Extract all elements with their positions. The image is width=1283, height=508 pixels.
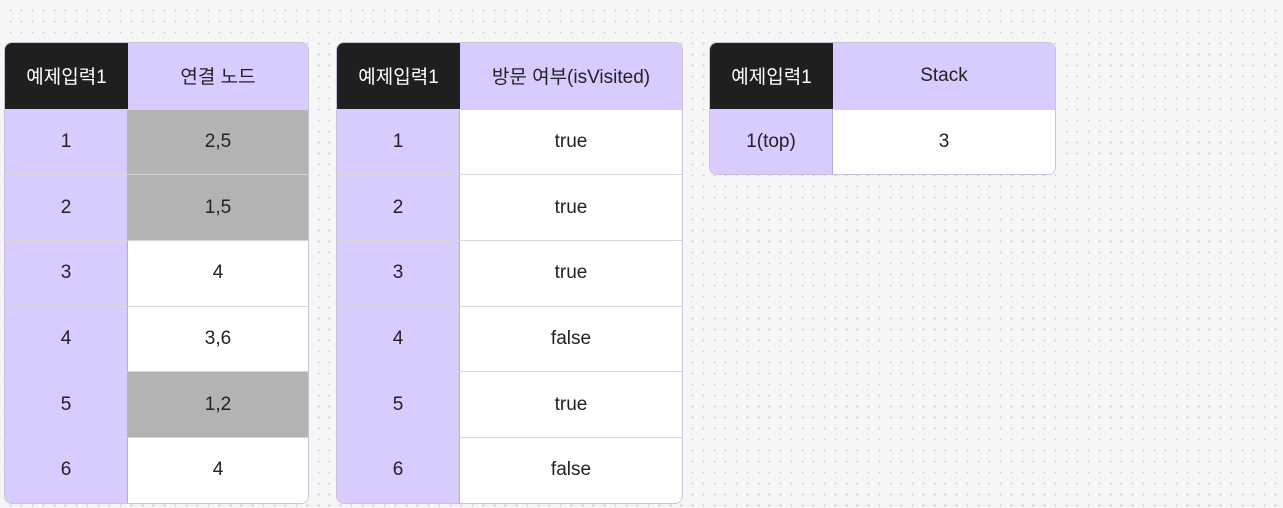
adjacency-node-cell: 4 bbox=[5, 306, 128, 372]
stack-header-value: Stack bbox=[833, 43, 1055, 109]
visited-status-cell: true bbox=[460, 109, 682, 175]
adjacency-row: 6 4 bbox=[5, 437, 308, 503]
stack-position-cell: 1(top) bbox=[710, 109, 833, 175]
visited-node-cell: 2 bbox=[337, 175, 460, 241]
visited-row: 1 true bbox=[337, 108, 682, 175]
visited-row: 2 true bbox=[337, 174, 682, 241]
visited-node-cell: 3 bbox=[337, 241, 460, 306]
adjacency-header-key: 예제입력1 bbox=[5, 43, 128, 109]
adjacency-node-cell: 5 bbox=[5, 372, 128, 438]
adjacency-neighbors-cell: 1,2 bbox=[128, 372, 308, 438]
visited-table: 예제입력1 방문 여부(isVisited) 1 true 2 true 3 t… bbox=[336, 42, 683, 504]
visited-row: 6 false bbox=[337, 437, 682, 503]
stack-header-row: 예제입력1 Stack bbox=[710, 43, 1055, 109]
adjacency-node-cell: 6 bbox=[5, 438, 128, 503]
visited-header-key: 예제입력1 bbox=[337, 43, 460, 109]
adjacency-row: 2 1,5 bbox=[5, 174, 308, 241]
visited-header-row: 예제입력1 방문 여부(isVisited) bbox=[337, 43, 682, 109]
visited-status-cell: true bbox=[460, 241, 682, 306]
adjacency-header-row: 예제입력1 연결 노드 bbox=[5, 43, 308, 109]
adjacency-row: 1 2,5 bbox=[5, 108, 308, 175]
adjacency-neighbors-cell: 4 bbox=[128, 241, 308, 306]
adjacency-row: 3 4 bbox=[5, 240, 308, 306]
stack-value-cell: 3 bbox=[833, 109, 1055, 175]
visited-status-cell: false bbox=[460, 438, 682, 503]
adjacency-neighbors-cell: 2,5 bbox=[128, 109, 308, 175]
visited-node-cell: 1 bbox=[337, 109, 460, 175]
adjacency-row: 5 1,2 bbox=[5, 371, 308, 438]
adjacency-row: 4 3,6 bbox=[5, 305, 308, 372]
stack-row: 1(top) 3 bbox=[710, 108, 1055, 175]
adjacency-neighbors-cell: 4 bbox=[128, 438, 308, 503]
visited-node-cell: 4 bbox=[337, 306, 460, 372]
visited-status-cell: true bbox=[460, 372, 682, 438]
stack-header-key: 예제입력1 bbox=[710, 43, 833, 109]
visited-row: 3 true bbox=[337, 240, 682, 306]
adjacency-neighbors-cell: 3,6 bbox=[128, 306, 308, 372]
visited-row: 4 false bbox=[337, 305, 682, 372]
visited-row: 5 true bbox=[337, 371, 682, 438]
visited-node-cell: 5 bbox=[337, 372, 460, 438]
adjacency-node-cell: 2 bbox=[5, 175, 128, 241]
adjacency-table: 예제입력1 연결 노드 1 2,5 2 1,5 3 4 4 3,6 5 1,2 … bbox=[4, 42, 309, 504]
visited-header-value: 방문 여부(isVisited) bbox=[460, 43, 682, 109]
adjacency-header-value: 연결 노드 bbox=[128, 43, 308, 109]
adjacency-node-cell: 3 bbox=[5, 241, 128, 306]
visited-status-cell: true bbox=[460, 175, 682, 241]
adjacency-neighbors-cell: 1,5 bbox=[128, 175, 308, 241]
visited-node-cell: 6 bbox=[337, 438, 460, 503]
adjacency-node-cell: 1 bbox=[5, 109, 128, 175]
stack-table: 예제입력1 Stack 1(top) 3 bbox=[709, 42, 1056, 176]
visited-status-cell: false bbox=[460, 306, 682, 372]
